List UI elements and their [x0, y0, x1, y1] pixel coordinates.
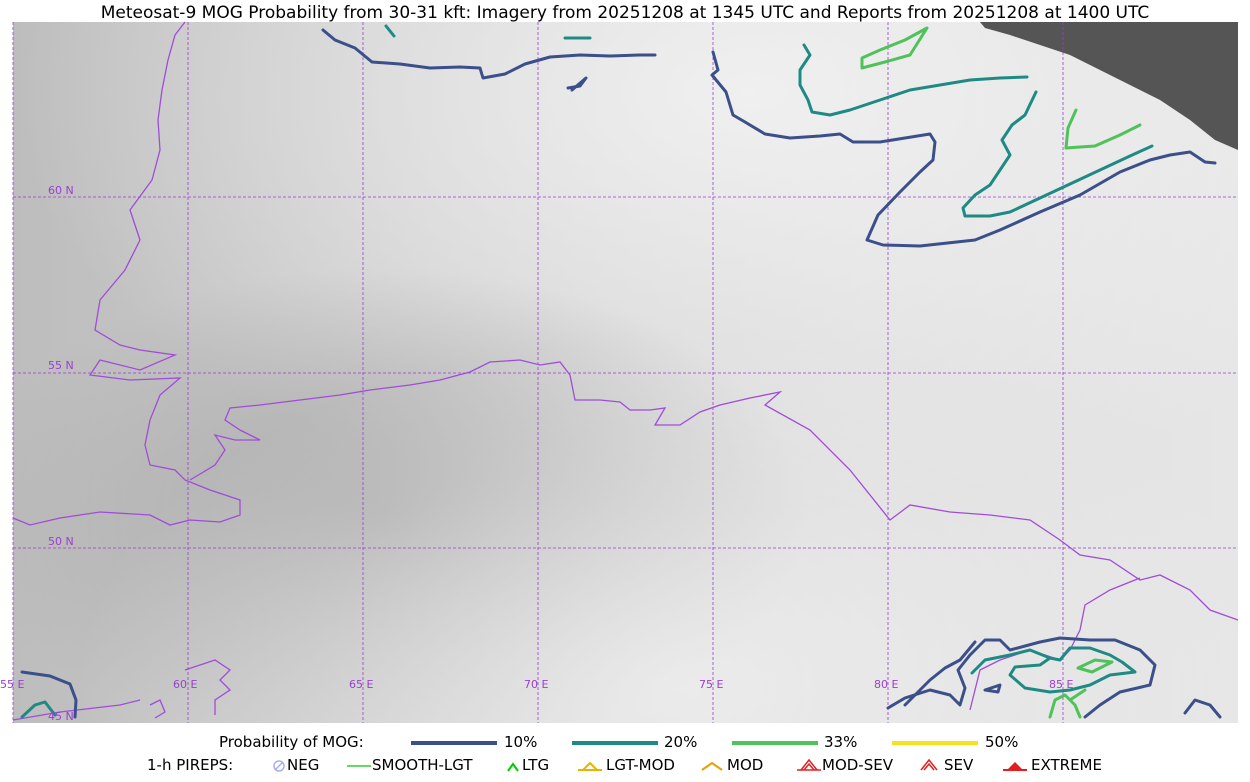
- lon-label-60e: 60 E: [173, 678, 197, 691]
- lon-label-55e: 55 E: [0, 678, 24, 691]
- legend-swatch-10pct: [411, 741, 497, 745]
- pirep-label-neg: NEG: [287, 756, 320, 774]
- legend-label-10pct: 10%: [504, 733, 538, 751]
- lat-label-60n: 60 N: [48, 184, 74, 197]
- legend-label-33pct: 33%: [824, 733, 858, 751]
- lon-label-65e: 65 E: [349, 678, 373, 691]
- extreme-filled-triangle-icon: [1003, 762, 1027, 771]
- lon-labels: 55 E 60 E 65 E 70 E 75 E 80 E 85 E: [0, 678, 1073, 691]
- pirep-label-smooth-lgt: SMOOTH-LGT: [372, 756, 473, 774]
- pirep-label-lgt-mod: LGT-MOD: [606, 756, 675, 774]
- legend-swatch-33pct: [732, 741, 818, 745]
- lat-label-45n: 45 N: [48, 710, 74, 723]
- sev-double-caret-icon: [920, 758, 938, 771]
- pireps-legend-label: 1-h PIREPS:: [147, 756, 234, 774]
- lat-label-55n: 55 N: [48, 359, 74, 372]
- contours-33pct: [860, 26, 1142, 719]
- pirep-label-mod: MOD: [727, 756, 764, 774]
- pireps-legend: 1-h PIREPS: NEG SMOOTH-LGT LTG LGT-MOD M…: [0, 756, 1250, 776]
- legend-label-20pct: 20%: [664, 733, 698, 751]
- contours-10pct: [20, 28, 1222, 719]
- legend-swatch-50pct: [892, 741, 978, 745]
- mod-caret-icon: [701, 761, 723, 771]
- contours-20pct: [20, 24, 1154, 719]
- lon-label-70e: 70 E: [524, 678, 548, 691]
- mod-sev-double-caret-bar-icon: [797, 758, 821, 771]
- pirep-label-mod-sev: MOD-SEV: [822, 756, 893, 774]
- pirep-label-extreme: EXTREME: [1031, 756, 1102, 774]
- legend-label-50pct: 50%: [985, 733, 1019, 751]
- pirep-label-ltg: LTG: [522, 756, 550, 774]
- lon-label-75e: 75 E: [699, 678, 723, 691]
- neg-icon: [273, 760, 285, 772]
- lgt-mod-caret-bar-icon: [578, 761, 602, 771]
- pirep-label-sev: SEV: [944, 756, 974, 774]
- lon-label-80e: 80 E: [874, 678, 898, 691]
- no-data-region: [980, 22, 1238, 150]
- ltg-caret-icon: [507, 762, 519, 772]
- lat-lon-grid: [12, 22, 1238, 723]
- probability-legend-label: Probability of MOG:: [219, 733, 364, 751]
- map-title: Meteosat-9 MOG Probability from 30-31 kf…: [100, 3, 1150, 23]
- legend-swatch-20pct: [572, 741, 658, 745]
- lat-label-50n: 50 N: [48, 535, 74, 548]
- probability-legend: Probability of MOG: 10% 20% 33% 50%: [0, 733, 1250, 753]
- satellite-imagery: [13, 22, 1238, 723]
- lat-labels: 60 N 55 N 50 N 45 N: [48, 184, 74, 723]
- satellite-map: 60 N 55 N 50 N 45 N 55 E 60 E 65 E 70 E …: [0, 21, 1239, 723]
- smooth-lgt-line-icon: [347, 765, 371, 767]
- lon-label-85e: 85 E: [1049, 678, 1073, 691]
